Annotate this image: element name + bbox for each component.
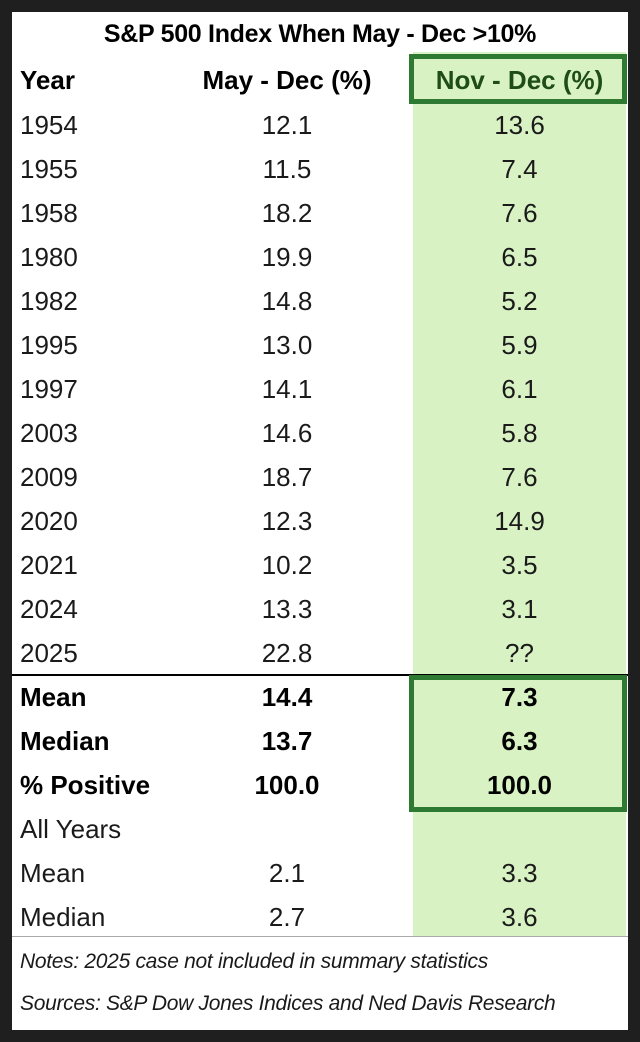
may-dec-value: 13.7 xyxy=(261,726,313,756)
may-dec-value: 13.0 xyxy=(261,330,313,360)
sources-text: Sources: S&P Dow Jones Indices and Ned D… xyxy=(20,992,556,1015)
notes-separator xyxy=(12,936,628,937)
notes-text: Notes: 2025 case not included in summary… xyxy=(20,950,488,973)
row-label: Mean xyxy=(20,858,86,888)
col-header-nov-dec: Nov - Dec (%) xyxy=(435,65,604,95)
nov-dec-value: ?? xyxy=(505,638,534,668)
row-label: Median xyxy=(20,902,106,932)
table-row: 1980 19.9 6.5 xyxy=(12,235,628,279)
table-row: 1997 14.1 6.1 xyxy=(12,367,628,411)
highlighted-column-background xyxy=(413,52,626,936)
table-row: 2024 13.3 3.1 xyxy=(12,587,628,631)
may-dec-value: 2.1 xyxy=(268,858,306,888)
row-label: Median xyxy=(20,726,110,756)
nov-dec-value: 6.1 xyxy=(501,374,538,404)
table-row: 1955 11.5 7.4 xyxy=(12,147,628,191)
may-dec-value: 10.2 xyxy=(261,550,313,580)
may-dec-value: 100.0 xyxy=(254,770,320,800)
header-highlight-box xyxy=(409,54,627,104)
may-dec-value: 18.2 xyxy=(261,198,313,228)
row-label: 1958 xyxy=(20,198,78,228)
table-row: 2020 12.3 14.9 xyxy=(12,499,628,543)
nov-dec-value: 13.6 xyxy=(494,110,545,140)
table-row: 1982 14.8 5.2 xyxy=(12,279,628,323)
nov-dec-value: 5.2 xyxy=(501,286,538,316)
summary-row: Median 13.7 6.3 xyxy=(12,719,628,763)
row-label: 1982 xyxy=(20,286,78,316)
row-label: 1955 xyxy=(20,154,78,184)
all-years-label: All Years xyxy=(20,814,122,844)
nov-dec-value: 3.6 xyxy=(501,902,538,932)
summary-separator xyxy=(12,674,628,676)
header-row: Year May - Dec (%) Nov - Dec (%) xyxy=(12,58,628,102)
nov-dec-value: 7.6 xyxy=(501,462,538,492)
may-dec-value: 14.8 xyxy=(261,286,313,316)
nov-dec-value: 14.9 xyxy=(494,506,545,536)
nov-dec-value: 6.3 xyxy=(501,726,538,756)
nov-dec-value: 5.9 xyxy=(501,330,538,360)
row-label: % Positive xyxy=(20,770,151,800)
row-label: 1995 xyxy=(20,330,78,360)
row-label: 2009 xyxy=(20,462,78,492)
may-dec-value: 22.8 xyxy=(261,638,313,668)
may-dec-value: 14.4 xyxy=(261,682,313,712)
col-header-year: Year xyxy=(20,65,75,95)
row-label: 2020 xyxy=(20,506,78,536)
row-label: 1997 xyxy=(20,374,78,404)
may-dec-value: 19.9 xyxy=(261,242,313,272)
all-years-stat-row: Median 2.7 3.6 xyxy=(12,895,628,939)
col-header-may-dec: May - Dec (%) xyxy=(202,65,372,95)
may-dec-value: 14.6 xyxy=(261,418,313,448)
may-dec-value: 11.5 xyxy=(262,154,312,184)
may-dec-value: 12.3 xyxy=(261,506,313,536)
summary-row: % Positive 100.0 100.0 xyxy=(12,763,628,807)
row-label: 2025 xyxy=(20,638,78,668)
nov-dec-value: 5.8 xyxy=(501,418,538,448)
nov-dec-value: 3.1 xyxy=(501,594,538,624)
table-row: 1995 13.0 5.9 xyxy=(12,323,628,367)
summary-highlight-box xyxy=(409,675,627,812)
table-row: 2021 10.2 3.5 xyxy=(12,543,628,587)
may-dec-value: 18.7 xyxy=(261,462,313,492)
nov-dec-value: 7.3 xyxy=(501,682,538,712)
table-row: 1958 18.2 7.6 xyxy=(12,191,628,235)
row-label: 1980 xyxy=(20,242,78,272)
row-label: 1954 xyxy=(20,110,78,140)
may-dec-value: 13.3 xyxy=(261,594,313,624)
nov-dec-value: 3.5 xyxy=(501,550,538,580)
table-row: 1954 12.1 13.6 xyxy=(12,103,628,147)
table-title: S&P 500 Index When May - Dec >10% xyxy=(103,20,537,48)
may-dec-value: 12.1 xyxy=(261,110,313,140)
row-label: 2021 xyxy=(20,550,78,580)
all-years-row: All Years xyxy=(12,807,628,851)
may-dec-value: 14.1 xyxy=(261,374,313,404)
table-row: 2003 14.6 5.8 xyxy=(12,411,628,455)
row-label: 2003 xyxy=(20,418,78,448)
stats-table-card: S&P 500 Index When May - Dec >10% Year M… xyxy=(12,12,628,1030)
summary-row: Mean 14.4 7.3 xyxy=(12,675,628,719)
all-years-stat-row: Mean 2.1 3.3 xyxy=(12,851,628,895)
table-row: 2025 22.8?? xyxy=(12,631,628,675)
table-row: 2009 18.7 7.6 xyxy=(12,455,628,499)
may-dec-value: 2.7 xyxy=(268,902,306,932)
nov-dec-value: 7.6 xyxy=(501,198,538,228)
row-label: Mean xyxy=(20,682,87,712)
nov-dec-value: 100.0 xyxy=(486,770,553,800)
nov-dec-value: 6.5 xyxy=(501,242,538,272)
nov-dec-value: 7.4 xyxy=(501,154,538,184)
nov-dec-value: 3.3 xyxy=(501,858,538,888)
row-label: 2024 xyxy=(20,594,78,624)
